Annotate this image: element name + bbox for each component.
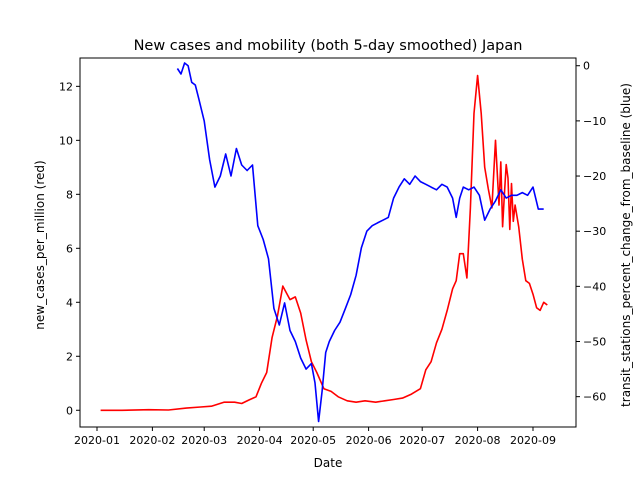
y-left-tick-label: 6 xyxy=(66,242,73,255)
y-axis-right-label: transit_stations_percent_change_from_bas… xyxy=(619,83,633,407)
x-tick-label: 2020-04 xyxy=(237,434,283,447)
y-right-tick-label: −50 xyxy=(583,336,606,349)
y-left-tick-label: 10 xyxy=(59,134,73,147)
y-right-tick-label: −30 xyxy=(583,225,606,238)
series-line-mobility xyxy=(176,62,544,423)
x-tick-label: 2020-05 xyxy=(290,434,336,447)
y-axis-left-label: new_cases_per_million (red) xyxy=(33,160,47,329)
x-tick-label: 2020-06 xyxy=(346,434,392,447)
y-left-tick-label: 2 xyxy=(66,350,73,363)
x-tick-label: 2020-09 xyxy=(510,434,556,447)
x-tick-label: 2020-07 xyxy=(399,434,445,447)
y-right-tick-label: −10 xyxy=(583,115,606,128)
x-tick-label: 2020-08 xyxy=(455,434,501,447)
chart-title: New cases and mobility (both 5-day smoot… xyxy=(134,38,523,54)
x-tick-label: 2020-02 xyxy=(129,434,175,447)
x-tick-label: 2020-01 xyxy=(74,434,120,447)
y-left-tick-label: 0 xyxy=(66,404,73,417)
y-right-tick-label: −20 xyxy=(583,170,606,183)
y-right-tick-label: −60 xyxy=(583,391,606,404)
y-left-tick-label: 4 xyxy=(66,296,73,309)
y-left-tick-label: 12 xyxy=(59,80,73,93)
y-right-tick-label: 0 xyxy=(583,60,590,73)
plot-frame xyxy=(79,57,577,428)
x-tick-label: 2020-03 xyxy=(181,434,227,447)
series-line-new-cases xyxy=(100,74,548,412)
x-axis-label: Date xyxy=(314,456,343,470)
y-right-tick-label: −40 xyxy=(583,280,606,293)
y-left-tick-label: 8 xyxy=(66,188,73,201)
